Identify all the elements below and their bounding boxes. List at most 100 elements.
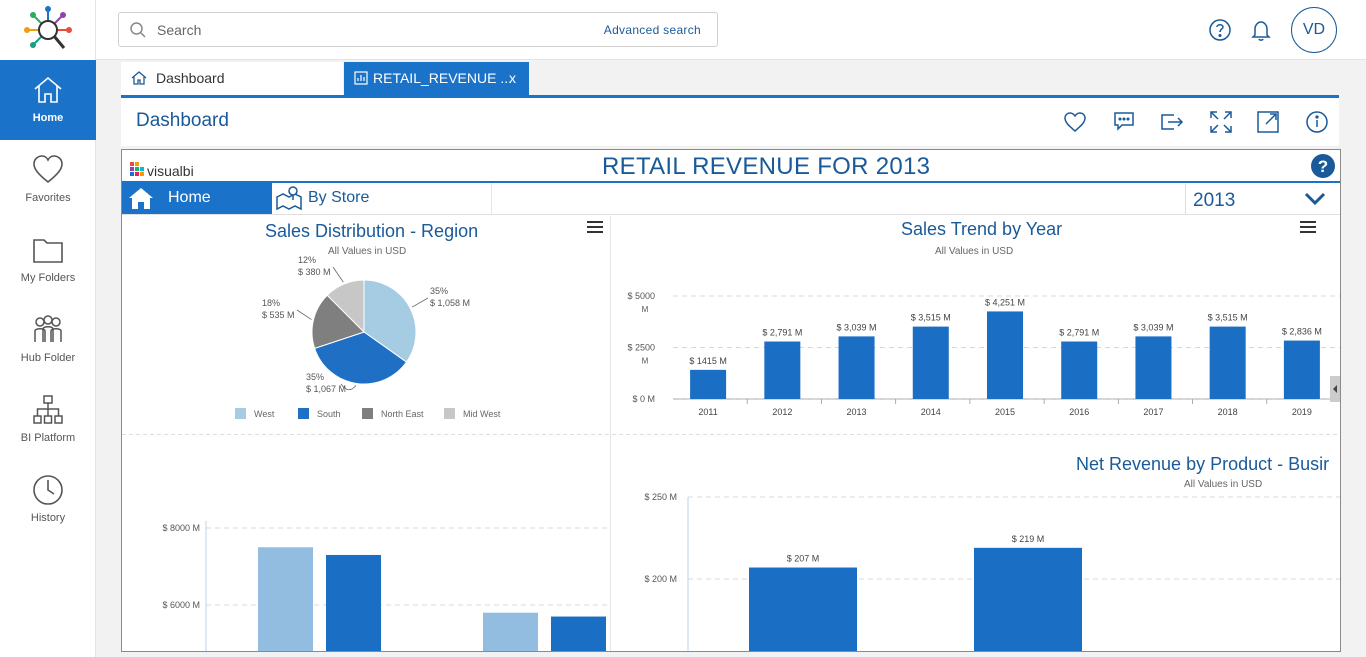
chart-title: Sales Distribution - Region — [265, 221, 479, 241]
users-icon — [34, 315, 62, 342]
sidebar-item-bi-platform[interactable]: BI Platform — [0, 380, 96, 460]
year-dropdown[interactable]: 2013 — [1185, 184, 1340, 215]
collapse-handle[interactable] — [1330, 376, 1340, 402]
y-tick-label: $ 200 M — [644, 574, 677, 584]
bar — [483, 612, 538, 651]
report-help-icon[interactable]: ? — [1310, 153, 1336, 179]
sidebar-item-favorites[interactable]: Favorites — [0, 140, 96, 220]
map-pin-icon — [276, 186, 302, 211]
x-tick-label: 2015 — [995, 407, 1015, 417]
search-box[interactable]: Advanced search — [118, 12, 718, 47]
tab-underline — [121, 95, 1339, 98]
share-icon[interactable] — [1160, 110, 1186, 134]
comments-icon[interactable] — [1112, 110, 1136, 134]
bar-value-label: $ 3,515 M — [911, 313, 951, 323]
report-tab-by-store[interactable]: By Store — [272, 183, 492, 214]
report-title: RETAIL REVENUE FOR 2013 — [602, 153, 931, 180]
y-tick-label: $ 2500 — [627, 343, 655, 353]
y-tick-label: $ 8000 M — [162, 523, 200, 533]
bar-value-label: $ 1415 M — [689, 356, 727, 366]
leader-line — [411, 297, 429, 308]
dashboard-header: Dashboard — [121, 98, 1339, 146]
clock-icon — [33, 475, 63, 505]
pie-value-label: $ 1,058 M — [430, 298, 470, 308]
bar-value-label: $ 2,836 M — [1282, 327, 1322, 337]
bar-chart-bottom-left: $ 8000 M $ 6000 M — [162, 521, 610, 651]
expand-icon[interactable] — [1209, 110, 1233, 134]
report-tab-home[interactable]: Home — [122, 183, 272, 214]
hierarchy-icon — [33, 395, 63, 424]
panel-divider — [610, 216, 611, 651]
menu-icon[interactable] — [1299, 220, 1317, 234]
bar — [974, 547, 1082, 651]
leader-line — [340, 383, 357, 391]
sidebar: Home Favorites My Folders Hub Folder BI … — [0, 0, 96, 657]
sidebar-item-home[interactable]: Home — [0, 60, 96, 140]
sidebar-item-label: Home — [32, 112, 64, 124]
search-input[interactable] — [157, 19, 557, 41]
help-icon[interactable] — [1208, 18, 1232, 42]
home-icon — [131, 71, 147, 85]
favorite-heart-icon[interactable] — [1063, 110, 1087, 134]
bar-value-label: $ 3,039 M — [1133, 322, 1173, 332]
bar — [1135, 336, 1172, 399]
legend-label: Mid West — [463, 409, 501, 419]
y-tick-label: $ 5000 — [627, 291, 655, 301]
report-frame: visualbi RETAIL REVENUE FOR 2013 ? Home … — [121, 149, 1341, 652]
menu-icon[interactable] — [586, 220, 604, 234]
pie-percent-label: 18% — [262, 298, 280, 308]
pie-percent-label: 35% — [306, 372, 324, 382]
tab-dashboard[interactable]: Dashboard — [121, 62, 343, 95]
sidebar-item-my-folders[interactable]: My Folders — [0, 220, 96, 300]
report-tab-label: By Store — [308, 189, 370, 206]
nav-underline — [122, 214, 1340, 215]
y-tick-label: $ 0 M — [632, 394, 655, 404]
chart-title: Net Revenue by Product - Busir — [1076, 454, 1330, 474]
y-tick-label: $ 6000 M — [162, 600, 200, 610]
home-icon — [34, 76, 62, 103]
pie-value-label: $ 380 M — [298, 267, 331, 277]
legend-swatch — [235, 408, 246, 419]
chart-subtitle: All Values in USD — [1184, 479, 1263, 490]
advanced-search-link[interactable]: Advanced search — [603, 23, 701, 37]
tab-label: RETAIL_REVENUE ... — [373, 70, 513, 86]
legend-swatch — [444, 408, 455, 419]
y-tick-label: $ 250 M — [644, 492, 677, 502]
bar-value-label: $ 219 M — [1012, 534, 1045, 544]
sidebar-item-hub-folder[interactable]: Hub Folder — [0, 300, 96, 380]
chevron-down-icon — [1304, 192, 1326, 206]
search-icon — [130, 22, 146, 38]
pie-slice — [314, 331, 408, 385]
bar — [838, 336, 875, 399]
sidebar-item-label: Hub Folder — [20, 352, 76, 364]
x-tick-label: 2014 — [921, 407, 941, 417]
x-tick-label: 2019 — [1292, 407, 1312, 417]
app-logo-icon[interactable] — [22, 4, 74, 56]
x-tick-label: 2016 — [1069, 407, 1089, 417]
bar-value-label: $ 3,039 M — [837, 322, 877, 332]
pie-percent-label: 35% — [430, 286, 448, 296]
bell-icon[interactable] — [1249, 18, 1273, 42]
pie-percent-label: 12% — [298, 256, 316, 265]
info-icon[interactable] — [1305, 110, 1329, 134]
legend-swatch — [298, 408, 309, 419]
tab-retail-revenue[interactable]: RETAIL_REVENUE ... x — [344, 62, 529, 95]
bar — [690, 369, 727, 399]
chart-icon — [354, 71, 368, 85]
bar-value-label: $ 4,251 M — [985, 297, 1025, 307]
chart-subtitle: All Values in USD — [935, 246, 1014, 257]
bar-value-label: $ 2,791 M — [762, 328, 802, 338]
tab-close-button[interactable]: x — [509, 70, 516, 86]
bar — [326, 554, 381, 651]
x-tick-label: 2011 — [698, 407, 717, 417]
visualbi-logo: visualbi — [130, 162, 194, 179]
avatar[interactable]: VD — [1291, 7, 1337, 53]
report-tab-label: Home — [168, 189, 211, 206]
bar — [764, 341, 801, 399]
pie-slice — [363, 279, 417, 363]
sidebar-item-label: History — [30, 512, 66, 524]
top-bar: Advanced search VD — [96, 0, 1366, 60]
open-new-icon[interactable] — [1256, 110, 1280, 134]
sidebar-item-history[interactable]: History — [0, 460, 96, 540]
bar — [912, 326, 949, 399]
